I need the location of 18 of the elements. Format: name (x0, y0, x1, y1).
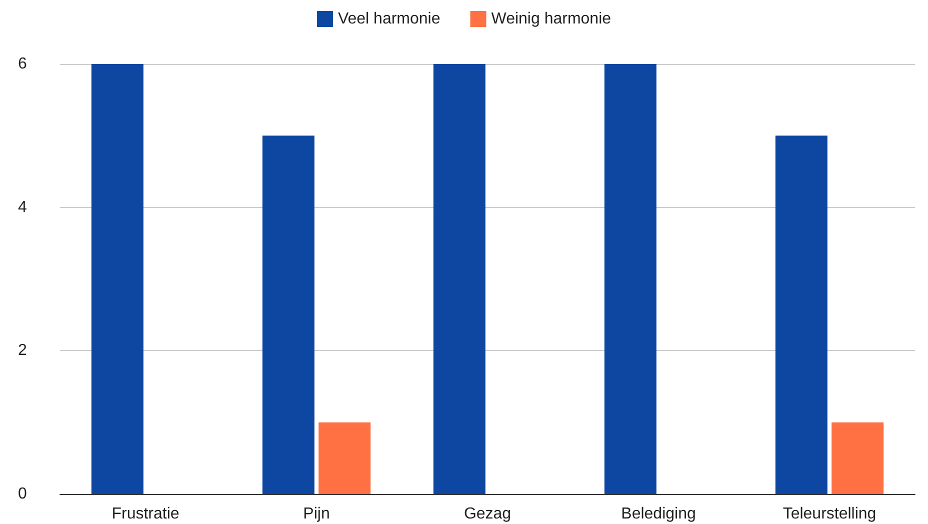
bar (775, 136, 828, 494)
y-tick-label: 6 (18, 56, 27, 72)
x-tick-label: Frustratie (112, 506, 180, 522)
x-tick-label: Gezag (464, 506, 512, 522)
legend-label: Weinig harmonie (491, 10, 612, 28)
y-tick-label: 4 (18, 198, 27, 216)
bar (262, 136, 314, 494)
bar (318, 422, 371, 494)
legend-label: Veel harmonie (338, 10, 440, 28)
bar (604, 64, 656, 494)
x-tick-label: Teleurstelling (782, 506, 876, 522)
y-tick-label: 0 (18, 486, 27, 502)
bar (832, 422, 884, 494)
x-tick-label: Pijn (303, 506, 330, 522)
y-tick-label: 2 (18, 342, 27, 360)
bar (433, 64, 486, 494)
x-tick-label: Belediging (621, 506, 696, 522)
bar (91, 64, 144, 494)
